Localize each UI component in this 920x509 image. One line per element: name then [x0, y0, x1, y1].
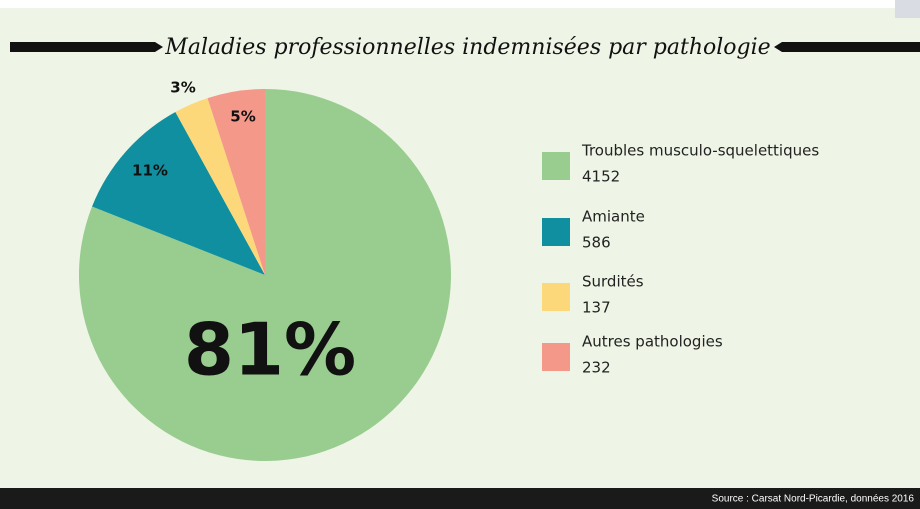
legend-label: Troubles musculo-squelettiques	[581, 142, 819, 160]
slice-label: 3%	[170, 79, 195, 97]
legend-count: 137	[582, 299, 611, 317]
legend-label: Autres pathologies	[582, 333, 723, 351]
slice-label: 81%	[184, 308, 356, 392]
title-bar-right	[774, 42, 920, 52]
footer-bar	[0, 488, 920, 509]
pie-slice	[175, 98, 265, 275]
slice-label: 11%	[132, 162, 168, 180]
legend-swatch	[542, 283, 570, 311]
source: Source : Carsat Nord-Picardie, données 2…	[712, 494, 915, 505]
legend-label: Surdités	[582, 273, 644, 291]
legend-count: 4152	[582, 168, 620, 186]
legend-swatch	[542, 343, 570, 371]
legend-count: 586	[582, 234, 611, 252]
legend-swatch	[542, 152, 570, 180]
legend: Troubles musculo-squelettiques 4152 Amiant…	[542, 142, 819, 377]
pie-slice	[92, 112, 265, 275]
slice-label: 5%	[230, 108, 255, 126]
legend-label: Amiante	[582, 208, 645, 226]
chart-title: Maladies professionnelles indemnisées pa…	[164, 35, 770, 60]
pie: 81% 11% 3% 5%	[78, 79, 452, 462]
legend-count: 232	[582, 359, 611, 377]
pie-slice	[207, 89, 265, 275]
title-bar-left	[10, 42, 163, 52]
legend-swatch	[542, 218, 570, 246]
corner	[895, 0, 920, 18]
